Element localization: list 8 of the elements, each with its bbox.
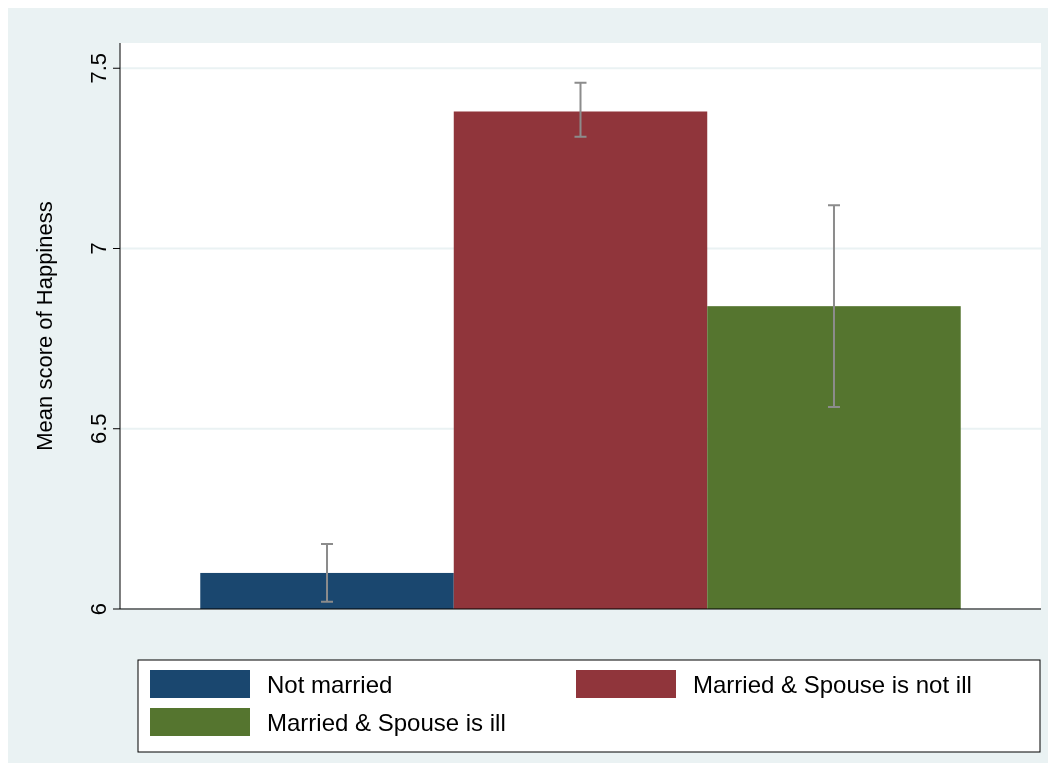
y-tick-label: 7 <box>86 242 111 255</box>
legend-label: Not married <box>267 671 393 698</box>
y-axis-title: Mean score of Happiness <box>32 201 57 451</box>
y-tick-label: 7.5 <box>86 52 111 84</box>
legend-label: Married & Spouse is ill <box>267 709 506 736</box>
legend-label: Married & Spouse is not ill <box>693 671 972 698</box>
y-tick-label: 6 <box>86 602 111 616</box>
y-tick-label: 6.5 <box>86 413 111 445</box>
